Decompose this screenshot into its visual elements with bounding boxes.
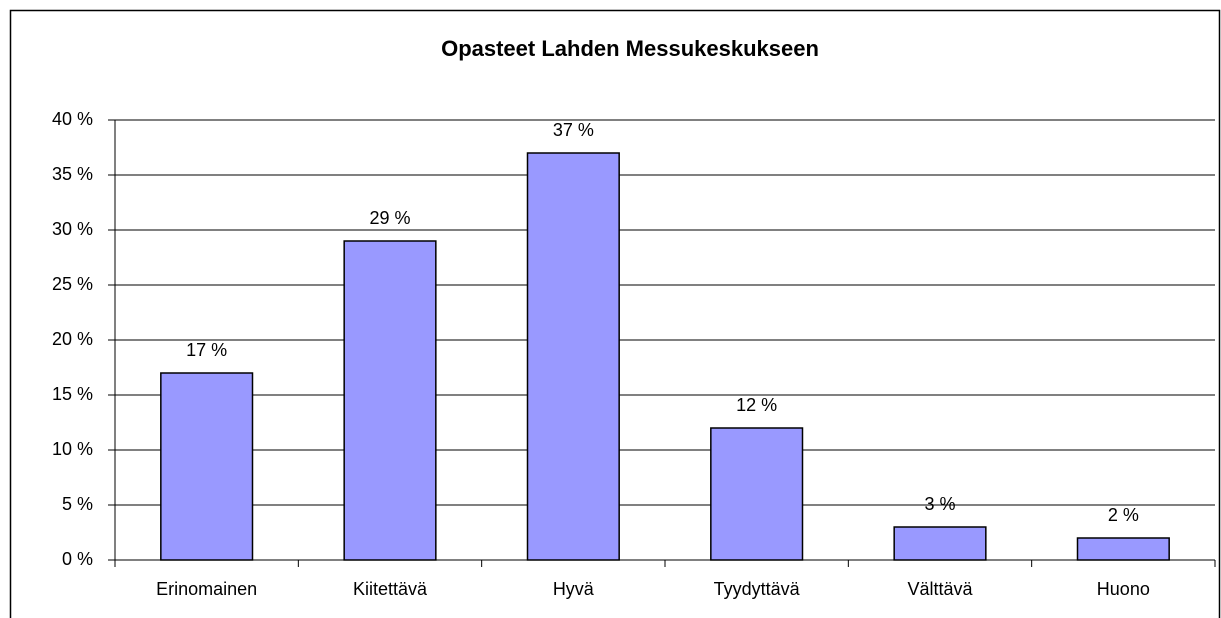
- value-label: 3 %: [924, 494, 955, 514]
- y-tick-label: 30 %: [52, 219, 93, 239]
- value-label: 29 %: [369, 208, 410, 228]
- bar: [1076, 537, 1170, 561]
- bar: [893, 526, 987, 561]
- y-tick-label: 5 %: [62, 494, 93, 514]
- value-label: 12 %: [736, 395, 777, 415]
- x-tick-label: Hyvä: [553, 579, 595, 599]
- y-tick-label: 25 %: [52, 274, 93, 294]
- bar: [160, 372, 254, 561]
- y-tick-label: 10 %: [52, 439, 93, 459]
- value-label: 37 %: [553, 120, 594, 140]
- y-tick-label: 0 %: [62, 549, 93, 569]
- bar: [710, 427, 804, 561]
- value-label: 17 %: [186, 340, 227, 360]
- y-tick-label: 40 %: [52, 109, 93, 129]
- bar: [343, 240, 437, 561]
- bar: [526, 152, 620, 561]
- x-tick-label: Erinomainen: [156, 579, 257, 599]
- y-tick-label: 20 %: [52, 329, 93, 349]
- y-tick-label: 35 %: [52, 164, 93, 184]
- y-tick-label: 15 %: [52, 384, 93, 404]
- value-label: 2 %: [1108, 505, 1139, 525]
- x-tick-label: Huono: [1097, 579, 1150, 599]
- x-tick-label: Välttävä: [907, 579, 973, 599]
- x-tick-label: Kiitettävä: [353, 579, 428, 599]
- x-tick-label: Tyydyttävä: [714, 579, 801, 599]
- chart-title: Opasteet Lahden Messukeskukseen: [441, 36, 819, 61]
